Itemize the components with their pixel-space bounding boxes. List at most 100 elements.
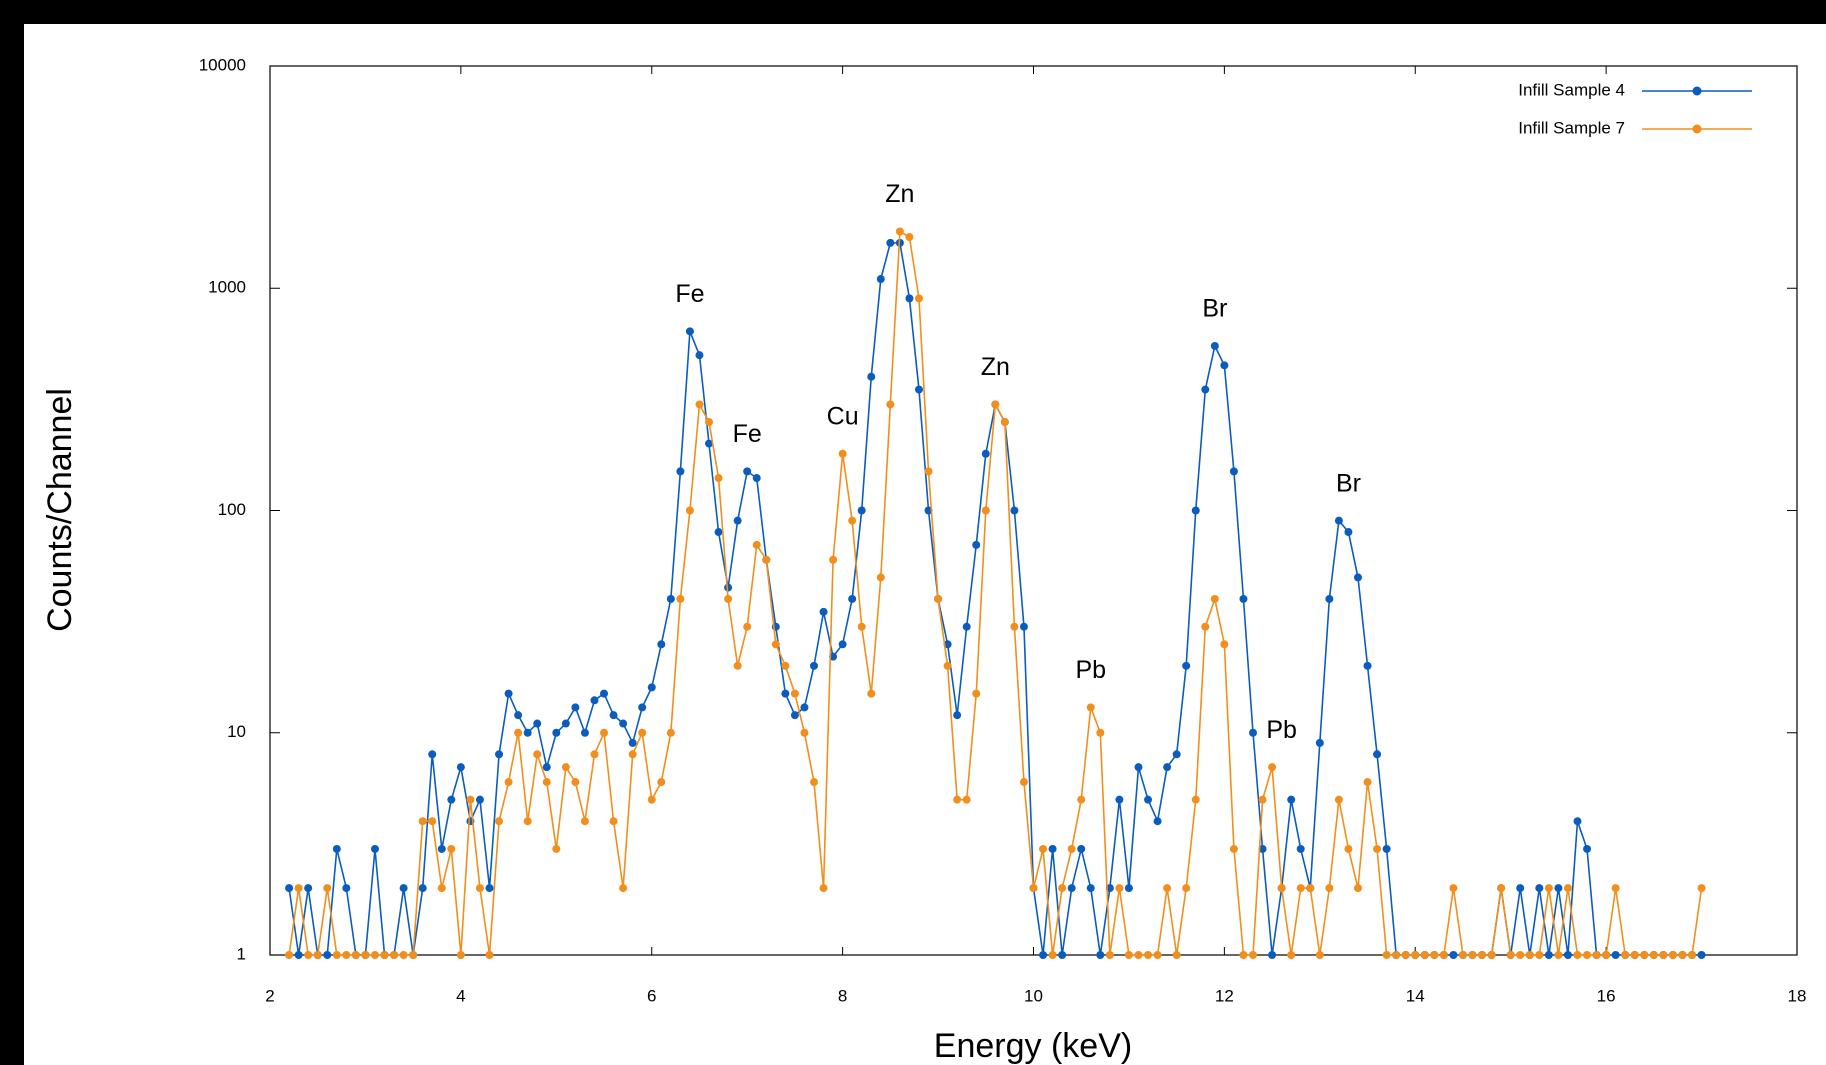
point (456, 763, 465, 772)
point (523, 728, 532, 737)
point (790, 711, 799, 720)
point (1000, 418, 1009, 427)
point (1067, 884, 1076, 893)
point (561, 719, 570, 728)
peak-label: Pb (1075, 656, 1106, 684)
point (1535, 884, 1544, 893)
x-tick-label: 10 (1024, 986, 1043, 1005)
point (1163, 763, 1172, 772)
point (943, 661, 952, 670)
point (390, 951, 399, 959)
point (1124, 884, 1133, 893)
point (1458, 951, 1467, 959)
peak-label: Fe (675, 280, 704, 308)
point (1382, 844, 1391, 853)
point (1449, 884, 1458, 893)
point (1134, 951, 1143, 959)
point (1249, 951, 1258, 959)
point (905, 294, 914, 303)
point (752, 540, 761, 549)
point (685, 506, 694, 515)
point (1086, 703, 1095, 712)
point (1277, 884, 1286, 893)
point (1506, 951, 1515, 959)
peak-label: Cu (827, 402, 859, 430)
point (981, 506, 990, 515)
x-tick-label: 18 (1788, 986, 1807, 1005)
point (771, 640, 780, 649)
y-tick-label: 1 (237, 944, 246, 963)
point (867, 372, 876, 381)
point (962, 622, 971, 631)
point (1077, 844, 1086, 853)
point (848, 516, 857, 525)
point (1124, 951, 1133, 959)
point (1296, 884, 1305, 893)
point (1659, 951, 1668, 959)
point (533, 750, 542, 759)
point (1611, 951, 1620, 959)
point (762, 555, 771, 564)
point (781, 689, 790, 698)
point (571, 778, 580, 787)
point (1563, 951, 1572, 959)
point (285, 884, 294, 893)
point (1325, 884, 1334, 893)
point (1210, 341, 1219, 350)
point (323, 884, 332, 893)
point (647, 683, 656, 692)
point (485, 951, 494, 959)
point (714, 474, 723, 483)
legend-marker (1692, 86, 1702, 96)
point (590, 696, 599, 705)
point (1401, 951, 1410, 959)
point (542, 778, 551, 787)
point (666, 594, 675, 603)
point (332, 951, 341, 959)
point (409, 951, 418, 959)
point (1058, 884, 1067, 893)
point (1449, 951, 1458, 959)
point (1210, 594, 1219, 603)
point (781, 661, 790, 670)
point (1172, 750, 1181, 759)
point (743, 622, 752, 631)
point (1315, 738, 1324, 747)
point (705, 439, 714, 448)
point (800, 728, 809, 737)
point (1039, 951, 1048, 959)
point (1439, 951, 1448, 959)
point (304, 951, 313, 959)
point (1268, 763, 1277, 772)
point (437, 844, 446, 853)
point (1363, 661, 1372, 670)
point (743, 467, 752, 476)
point (953, 711, 962, 720)
point (1191, 506, 1200, 515)
point (523, 817, 532, 826)
point (399, 884, 408, 893)
point (351, 951, 360, 959)
point (1649, 951, 1658, 959)
point (800, 703, 809, 712)
point (1096, 728, 1105, 737)
point (1516, 884, 1525, 893)
point (1363, 778, 1372, 787)
point (313, 951, 322, 959)
point (1353, 573, 1362, 582)
point (361, 951, 370, 959)
peak-label: Br (1202, 295, 1227, 323)
legend-label: Infill Sample 4 (1518, 80, 1625, 99)
point (1201, 385, 1210, 394)
point (619, 719, 628, 728)
y-tick-label: 10 (227, 722, 246, 741)
point (1287, 951, 1296, 959)
point (1010, 622, 1019, 631)
point (1296, 844, 1305, 853)
point (399, 951, 408, 959)
peak-label: Pb (1266, 716, 1297, 744)
point (1487, 951, 1496, 959)
point (1172, 951, 1181, 959)
point (848, 594, 857, 603)
